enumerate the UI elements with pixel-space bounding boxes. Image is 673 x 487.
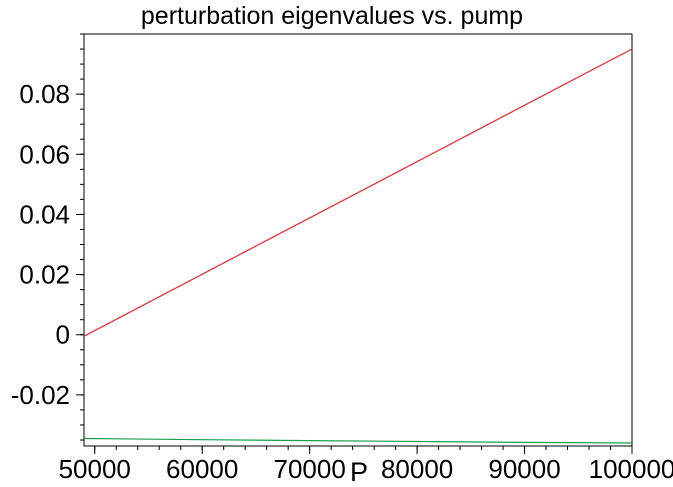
y-tick-label: 0.04 — [19, 199, 70, 229]
x-tick-label: 60000 — [166, 454, 238, 484]
series-line-1 — [83, 48, 633, 337]
x-tick-label: 100000 — [589, 454, 673, 484]
x-tick-label: 70000 — [273, 454, 345, 484]
plot-frame — [83, 33, 633, 447]
chart-title: perturbation eigenvalues vs. pump — [141, 2, 523, 30]
x-tick-label: 50000 — [59, 454, 131, 484]
series-group — [83, 48, 633, 444]
x-axis-label: P — [350, 457, 368, 487]
minor-ticks — [80, 33, 633, 450]
x-tick-labels: 50000 60000 70000 80000 90000 100000 — [59, 454, 673, 484]
y-tick-label: 0.06 — [19, 139, 70, 169]
x-tick-label: 90000 — [488, 454, 560, 484]
x-tick-label: 80000 — [381, 454, 453, 484]
y-tick-label: 0 — [56, 320, 70, 350]
y-tick-label: 0.08 — [19, 79, 70, 109]
y-tick-label: 0.02 — [19, 260, 70, 290]
y-tick-labels: -0.02 0 0.02 0.04 0.06 0.08 — [11, 79, 70, 410]
series-line-2 — [83, 437, 633, 444]
y-tick-label: -0.02 — [11, 380, 70, 410]
major-ticks — [76, 93, 633, 454]
